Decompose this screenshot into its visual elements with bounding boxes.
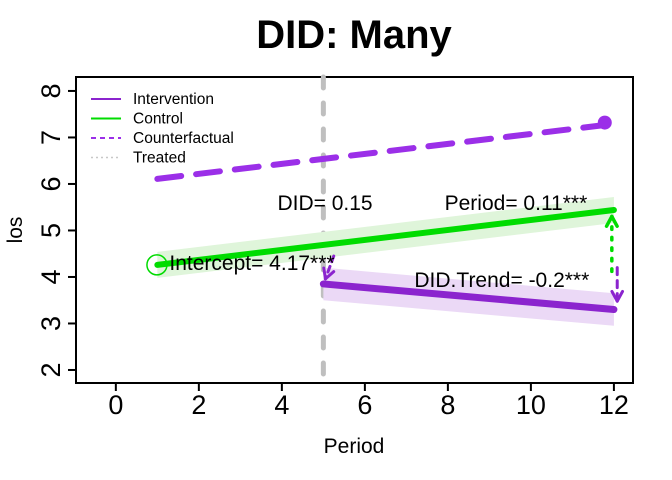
intervention-line [319, 280, 618, 314]
annotation-text: Period= 0.11*** [445, 192, 588, 215]
y-tick-label: 5 [36, 223, 66, 238]
chart-arrows [322, 214, 625, 303]
x-tick-label: 12 [599, 390, 629, 420]
y-tick-label: 4 [36, 269, 66, 284]
y-axis-label: los [4, 217, 27, 244]
y-tick-label: 2 [36, 362, 66, 377]
chart-annotations: DID= 0.15 Period= 0.11*** Intercept= 4.17*… [169, 192, 589, 292]
legend-label-treated: Treated [133, 150, 186, 167]
x-axis-label: Period [324, 435, 385, 458]
control-gap-arrow-head [610, 214, 619, 228]
chart-legend: Intervention Control Counterfactual Treated [91, 91, 234, 167]
x-tick-label: 4 [274, 390, 289, 420]
intervention-gap-arrow-head [615, 289, 625, 303]
y-tick-label: 6 [36, 176, 66, 191]
annotation-text: DID.Trend= -0.2*** [414, 269, 589, 292]
x-tick-label: 2 [191, 390, 206, 420]
x-tick-label: 8 [440, 390, 455, 420]
y-tick-label: 8 [36, 83, 66, 98]
x-tick-label: 6 [357, 390, 372, 420]
legend-label-intervention: Intervention [133, 91, 214, 108]
x-tick-label: 0 [108, 390, 123, 420]
counterfactual-line [154, 120, 617, 182]
chart-title: DID: Many [256, 13, 452, 57]
counterfactual-end-dot [597, 115, 612, 130]
x-tick-label: 10 [516, 390, 546, 420]
y-tick-label: 7 [36, 130, 66, 145]
annotation-text: Intercept= 4.17*** [169, 252, 334, 275]
legend-label-counterfactual: Counterfactual [133, 130, 234, 147]
did-drop-arrow-head [323, 270, 336, 281]
chart-series [146, 74, 618, 386]
did-drop-arrow-head [322, 266, 327, 281]
y-tick-label: 3 [36, 316, 66, 331]
intervention-gap-arrow-head [610, 289, 619, 303]
annotation-text: DID= 0.15 [277, 192, 372, 215]
legend-label-control: Control [133, 111, 183, 128]
axis-ticks: 0 2 4 6 8 10 12 2 3 4 5 6 7 8 [36, 83, 629, 420]
control-line [154, 207, 617, 268]
control-start-marker [146, 254, 168, 276]
did-drop-arrow [323, 254, 336, 281]
